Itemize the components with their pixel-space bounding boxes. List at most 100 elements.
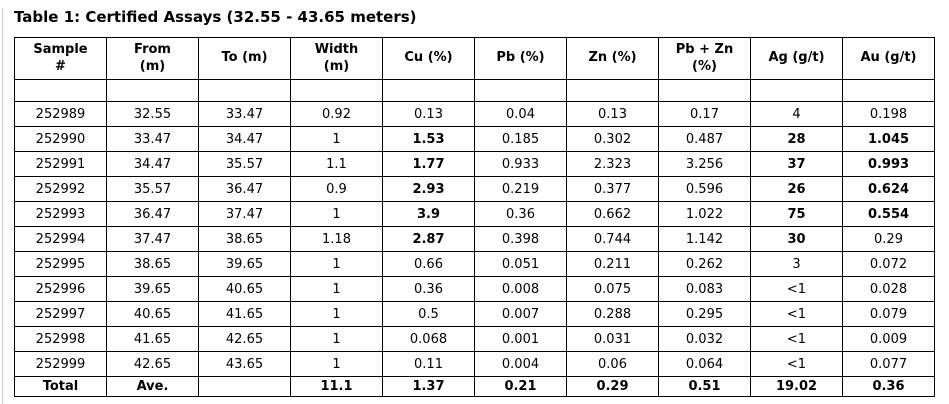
cell: 252996 bbox=[14, 276, 107, 302]
column-header: Zn (%) bbox=[566, 37, 659, 80]
cell: Total bbox=[14, 376, 107, 397]
cell: 0.66 bbox=[382, 251, 475, 277]
column-header: Ag (g/t) bbox=[750, 37, 843, 80]
cell: Ave. bbox=[106, 376, 199, 397]
cell: 0.004 bbox=[474, 351, 567, 377]
cell bbox=[750, 79, 843, 102]
column-header: Au (g/t) bbox=[842, 37, 935, 80]
cell: 0.064 bbox=[658, 351, 751, 377]
cell: 40.65 bbox=[106, 301, 199, 327]
cell: 0.028 bbox=[842, 276, 935, 302]
cell: 252995 bbox=[14, 251, 107, 277]
column-header: Pb (%) bbox=[474, 37, 567, 80]
cell: 34.47 bbox=[198, 126, 291, 152]
cell: 1 bbox=[290, 326, 383, 352]
cell: 0.068 bbox=[382, 326, 475, 352]
cell: 0.29 bbox=[842, 226, 935, 252]
column-header: Sample # bbox=[14, 37, 107, 80]
cell: 252998 bbox=[14, 326, 107, 352]
cell bbox=[198, 79, 291, 102]
cell: 0.5 bbox=[382, 301, 475, 327]
cell: 0.744 bbox=[566, 226, 659, 252]
cell: 33.47 bbox=[198, 101, 291, 127]
cell: 26 bbox=[750, 176, 843, 202]
cell: 4 bbox=[750, 101, 843, 127]
cell: 1.53 bbox=[382, 126, 475, 152]
table-row: 252994 37.47 38.65 1.18 2.87 0.398 0.744 1.142 3… bbox=[14, 226, 935, 252]
cell: 30 bbox=[750, 226, 843, 252]
cell: 0.031 bbox=[566, 326, 659, 352]
cell: 0.083 bbox=[658, 276, 751, 302]
cell: 0.36 bbox=[474, 201, 567, 227]
table-row: 252996 39.65 40.65 1 0.36 0.008 0.075 0.083 <1 0.… bbox=[14, 276, 935, 302]
cell bbox=[106, 79, 199, 102]
cell: 36.47 bbox=[198, 176, 291, 202]
cell: 0.06 bbox=[566, 351, 659, 377]
cell: 1.142 bbox=[658, 226, 751, 252]
cell bbox=[290, 79, 383, 102]
cell: 0.92 bbox=[290, 101, 383, 127]
cell: 1.045 bbox=[842, 126, 935, 152]
cell: 252997 bbox=[14, 301, 107, 327]
cell: 42.65 bbox=[106, 351, 199, 377]
cell: 252994 bbox=[14, 226, 107, 252]
cell: 1.022 bbox=[658, 201, 751, 227]
certified-assays-table: Sample # From (m) To (m) Width (m) Cu (%) Pb … bbox=[14, 37, 935, 397]
table-row: 252998 41.65 42.65 1 0.068 0.001 0.031 0.032 <1 0… bbox=[14, 326, 935, 352]
cell: 3 bbox=[750, 251, 843, 277]
table-row: 252995 38.65 39.65 1 0.66 0.051 0.211 0.262 3 0.0… bbox=[14, 251, 935, 277]
cell: <1 bbox=[750, 326, 843, 352]
cell: 0.072 bbox=[842, 251, 935, 277]
cell: 38.65 bbox=[106, 251, 199, 277]
cell: 0.51 bbox=[658, 376, 751, 397]
cell: 0.36 bbox=[382, 276, 475, 302]
cell: 1 bbox=[290, 201, 383, 227]
cell: 1.77 bbox=[382, 151, 475, 177]
cell: 0.288 bbox=[566, 301, 659, 327]
cell: 34.47 bbox=[106, 151, 199, 177]
cell bbox=[198, 376, 291, 397]
cell bbox=[842, 79, 935, 102]
cell: 0.079 bbox=[842, 301, 935, 327]
cell: 39.65 bbox=[106, 276, 199, 302]
cell: <1 bbox=[750, 301, 843, 327]
cell: 3.256 bbox=[658, 151, 751, 177]
cell: 0.051 bbox=[474, 251, 567, 277]
cell bbox=[474, 79, 567, 102]
cell: 0.993 bbox=[842, 151, 935, 177]
cell: 0.211 bbox=[566, 251, 659, 277]
table-title: Table 1: Certified Assays (32.55 - 43.65… bbox=[14, 8, 417, 26]
column-header: To (m) bbox=[198, 37, 291, 80]
cell: 0.219 bbox=[474, 176, 567, 202]
cell: <1 bbox=[750, 276, 843, 302]
cell: 39.65 bbox=[198, 251, 291, 277]
cell: 0.008 bbox=[474, 276, 567, 302]
table-row: 252989 32.55 33.47 0.92 0.13 0.04 0.13 0.17 4 0.1… bbox=[14, 101, 935, 127]
cell: 0.04 bbox=[474, 101, 567, 127]
cell: 0.662 bbox=[566, 201, 659, 227]
cell: 0.077 bbox=[842, 351, 935, 377]
cell: 0.933 bbox=[474, 151, 567, 177]
cell: 252990 bbox=[14, 126, 107, 152]
cell: 0.17 bbox=[658, 101, 751, 127]
cell bbox=[658, 79, 751, 102]
cell: 0.377 bbox=[566, 176, 659, 202]
cell: 1.37 bbox=[382, 376, 475, 397]
cell: 1 bbox=[290, 351, 383, 377]
table-row: 252999 42.65 43.65 1 0.11 0.004 0.06 0.064 <1 0.0… bbox=[14, 351, 935, 377]
cell: 42.65 bbox=[198, 326, 291, 352]
cell: 1.1 bbox=[290, 151, 383, 177]
cell: 0.185 bbox=[474, 126, 567, 152]
page-left-border bbox=[2, 8, 3, 404]
column-header: Width (m) bbox=[290, 37, 383, 80]
column-header: Pb + Zn (%) bbox=[658, 37, 751, 80]
total-row: Total Ave. 11.1 1.37 0.21 0.29 0.51 19.02 0.36 bbox=[14, 376, 935, 397]
header-row: Sample # From (m) To (m) Width (m) Cu (%) Pb … bbox=[14, 37, 935, 80]
cell: 0.262 bbox=[658, 251, 751, 277]
cell: 35.57 bbox=[198, 151, 291, 177]
table-row: 252993 36.47 37.47 1 3.9 0.36 0.662 1.022 75 0.55… bbox=[14, 201, 935, 227]
cell: 41.65 bbox=[198, 301, 291, 327]
cell: 38.65 bbox=[198, 226, 291, 252]
cell: 75 bbox=[750, 201, 843, 227]
cell: 3.9 bbox=[382, 201, 475, 227]
